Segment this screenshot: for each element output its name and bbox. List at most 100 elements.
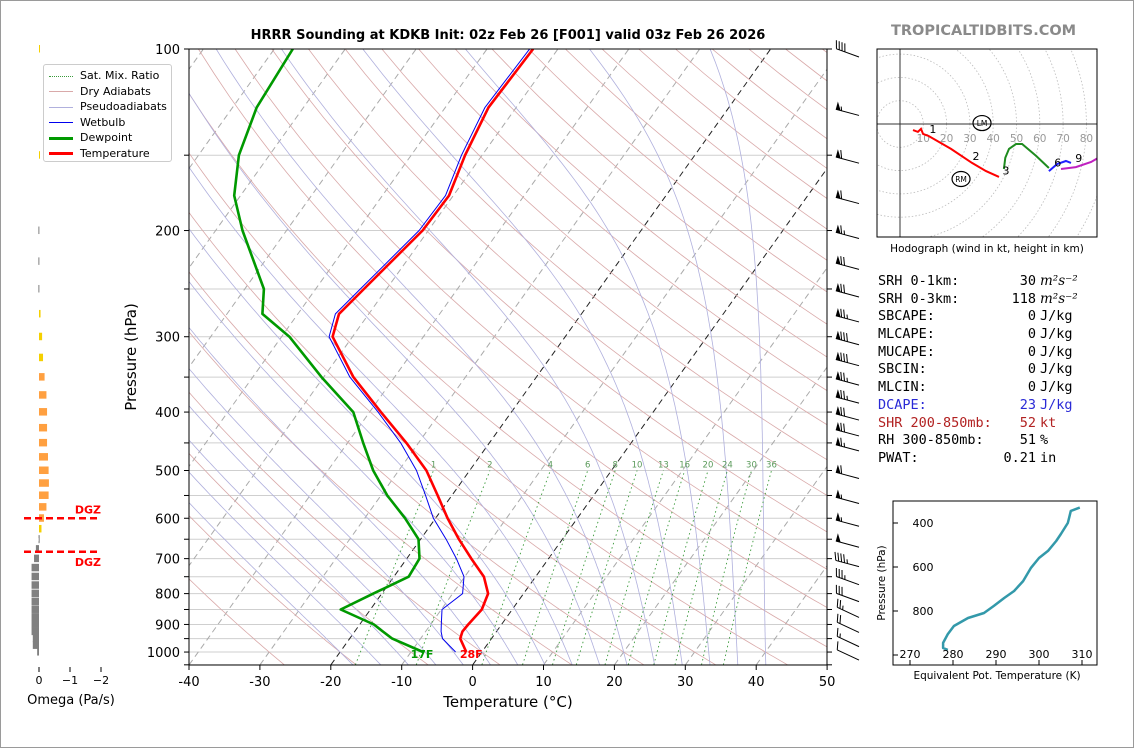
wind-barb-full xyxy=(840,149,843,159)
isotherm xyxy=(189,49,559,567)
wind-barb-pennant xyxy=(835,464,841,474)
omega-bar xyxy=(31,613,39,621)
legend-swatch xyxy=(49,75,73,77)
wind-barb-pennant xyxy=(835,189,841,199)
hodograph-ring-label: 30 xyxy=(963,133,976,145)
stat-value: 0 xyxy=(1027,326,1036,343)
wind-barb-pennant xyxy=(835,512,841,522)
wind-barb xyxy=(835,512,860,527)
isotherm xyxy=(189,49,346,269)
omega-bar xyxy=(38,226,40,235)
wind-barb xyxy=(835,101,860,116)
pseudoadiabat xyxy=(189,92,600,665)
omega-bar xyxy=(39,309,41,318)
wind-barb-full xyxy=(843,284,846,294)
wind-barb xyxy=(835,224,860,240)
wind-barb-pennant xyxy=(835,533,841,543)
wind-barb-staff xyxy=(836,576,860,586)
hodograph-ring-label: 60 xyxy=(1033,133,1046,145)
stat-label: SBCAPE: xyxy=(878,308,935,325)
wetbulb-profile xyxy=(328,49,530,653)
omega-bar xyxy=(31,597,39,606)
mixing-ratio-line xyxy=(722,470,772,665)
wind-barb-staff xyxy=(835,559,860,568)
isotherm xyxy=(259,49,701,665)
stat-label: SRH 0-3km: xyxy=(878,290,960,307)
wind-barb-full xyxy=(840,465,843,474)
theta-e-x-label: Equivalent Pot. Temperature (K) xyxy=(913,670,1080,682)
wind-barb-pennant xyxy=(835,389,841,399)
omega-bar xyxy=(38,257,40,265)
wind-barb-pennant xyxy=(835,422,841,432)
theta-e-y-tick-label: 400 xyxy=(913,517,934,530)
dry-adiabat xyxy=(189,331,573,665)
wind-barb-full xyxy=(837,552,840,562)
x-tick-label: 0 xyxy=(468,675,476,690)
x-tick-label: 10 xyxy=(535,675,552,690)
legend-swatch xyxy=(49,136,73,140)
wind-barb-pennant xyxy=(835,436,841,447)
hodograph-ring-label: 40 xyxy=(987,133,1000,145)
wind-barb xyxy=(836,627,860,648)
wind-barb-full xyxy=(840,331,843,341)
mixing-ratio-line xyxy=(674,470,728,665)
wind-barb-full xyxy=(840,283,843,293)
dry-adiabat xyxy=(455,49,827,358)
wind-barb-full xyxy=(843,309,846,319)
wind-barb-staff xyxy=(835,156,860,164)
wind-barb-full xyxy=(840,256,843,265)
stat-unit: J/kg xyxy=(1040,308,1073,325)
stat-value: 0 xyxy=(1027,343,1036,360)
wind-barb-pennant xyxy=(835,149,841,159)
mixing-ratio-label: 20 xyxy=(703,461,714,471)
wind-barb xyxy=(835,149,860,164)
pseudoadiabat xyxy=(189,471,381,665)
stat-label: SHR 200-850mb: xyxy=(878,414,992,431)
wind-barb xyxy=(835,584,860,603)
mixing-ratio-label: 24 xyxy=(722,461,733,471)
omega-bar xyxy=(31,605,39,613)
wind-barb xyxy=(835,464,860,479)
pseudoadiabat xyxy=(189,228,546,665)
wind-barb xyxy=(835,330,860,346)
mixing-ratio-label: 10 xyxy=(632,461,643,471)
pseudoadiabat xyxy=(189,326,491,665)
mixing-ratio-line xyxy=(354,470,434,665)
pseudoadiabat xyxy=(189,405,437,665)
omega-bar xyxy=(38,535,40,543)
stat-row: SBCAPE: 0 J/kg xyxy=(878,308,1098,326)
y-axis-label: Pressure (hPa) xyxy=(122,303,140,411)
dgz-label: DGZ xyxy=(75,503,101,516)
stat-unit: kt xyxy=(1040,414,1057,431)
chart-title: HRRR Sounding at KDKB Init: 02z Feb 26 [… xyxy=(250,28,766,43)
stat-unit: J/kg xyxy=(1040,343,1073,360)
stat-value: 0 xyxy=(1027,379,1036,396)
stat-unit: J/kg xyxy=(1040,361,1073,378)
wind-barb-full xyxy=(836,627,839,637)
wind-barb-pennant xyxy=(835,283,841,293)
legend-item: Dewpoint xyxy=(44,130,171,146)
legend-label: Sat. Mix. Ratio xyxy=(80,69,160,82)
wind-barb xyxy=(836,641,860,661)
legend-item: Sat. Mix. Ratio xyxy=(44,68,171,84)
dry-adiabat xyxy=(189,92,827,648)
wind-barb-full xyxy=(840,225,843,234)
omega-bar xyxy=(39,438,48,447)
theta-e-x-tick-label: 290 xyxy=(986,648,1007,661)
omega-bar xyxy=(35,545,39,553)
wind-barb xyxy=(835,351,860,367)
dry-adiabat xyxy=(189,391,501,665)
hodograph-height-label: 9 xyxy=(1075,152,1082,165)
x-tick-label: 30 xyxy=(677,675,694,690)
stat-unit: m²s⁻² xyxy=(1040,290,1078,307)
stat-value: 51 xyxy=(1019,432,1036,449)
dry-adiabat xyxy=(198,49,827,609)
mixing-ratio-label: 36 xyxy=(766,461,777,471)
pseudoadiabat xyxy=(281,49,655,665)
storm-motion-marker xyxy=(951,170,971,188)
wind-barb xyxy=(835,40,860,58)
wind-barb-full xyxy=(843,256,846,266)
wind-barb-full xyxy=(840,437,843,447)
